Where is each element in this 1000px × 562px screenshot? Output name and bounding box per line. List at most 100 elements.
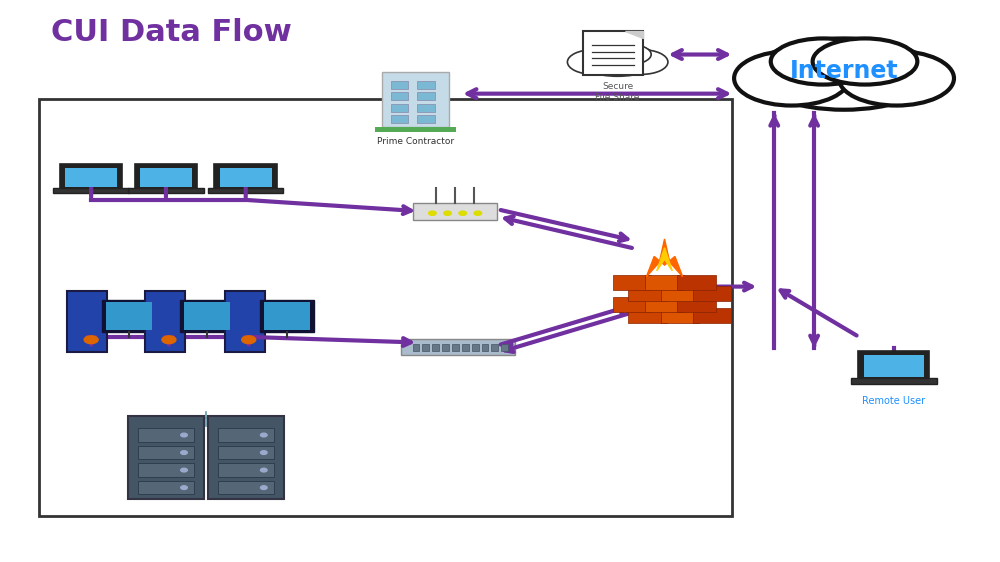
- Circle shape: [242, 336, 256, 343]
- Circle shape: [474, 211, 482, 215]
- FancyBboxPatch shape: [462, 345, 469, 351]
- FancyBboxPatch shape: [214, 164, 277, 190]
- FancyBboxPatch shape: [391, 81, 408, 89]
- FancyBboxPatch shape: [218, 428, 274, 442]
- FancyBboxPatch shape: [102, 300, 156, 333]
- FancyBboxPatch shape: [128, 416, 204, 499]
- Circle shape: [162, 336, 176, 343]
- Ellipse shape: [755, 38, 933, 110]
- Polygon shape: [657, 248, 672, 271]
- FancyBboxPatch shape: [413, 202, 497, 220]
- Circle shape: [444, 211, 451, 215]
- Circle shape: [429, 211, 436, 215]
- Ellipse shape: [584, 44, 632, 65]
- Text: Secure
File Share: Secure File Share: [595, 83, 640, 102]
- FancyBboxPatch shape: [208, 188, 283, 193]
- FancyBboxPatch shape: [138, 446, 194, 459]
- FancyBboxPatch shape: [135, 164, 197, 190]
- FancyBboxPatch shape: [677, 297, 716, 312]
- Ellipse shape: [771, 38, 875, 84]
- FancyBboxPatch shape: [375, 126, 456, 132]
- FancyBboxPatch shape: [864, 355, 924, 377]
- Text: Remote User: Remote User: [862, 396, 925, 406]
- FancyBboxPatch shape: [138, 481, 194, 495]
- FancyBboxPatch shape: [401, 339, 515, 355]
- FancyBboxPatch shape: [218, 463, 274, 477]
- FancyBboxPatch shape: [858, 351, 929, 380]
- Ellipse shape: [813, 38, 917, 84]
- Circle shape: [181, 433, 187, 437]
- Ellipse shape: [734, 51, 849, 106]
- FancyBboxPatch shape: [661, 309, 699, 323]
- FancyBboxPatch shape: [442, 345, 449, 351]
- FancyBboxPatch shape: [140, 168, 192, 187]
- FancyBboxPatch shape: [661, 286, 699, 301]
- FancyBboxPatch shape: [180, 300, 234, 333]
- FancyBboxPatch shape: [138, 428, 194, 442]
- FancyBboxPatch shape: [145, 291, 185, 352]
- FancyBboxPatch shape: [184, 302, 230, 330]
- FancyBboxPatch shape: [53, 188, 129, 193]
- FancyBboxPatch shape: [138, 463, 194, 477]
- FancyBboxPatch shape: [645, 275, 684, 290]
- FancyBboxPatch shape: [382, 72, 449, 127]
- FancyBboxPatch shape: [220, 168, 272, 187]
- FancyBboxPatch shape: [432, 345, 439, 351]
- FancyBboxPatch shape: [851, 378, 937, 384]
- FancyBboxPatch shape: [225, 291, 265, 352]
- FancyBboxPatch shape: [106, 302, 152, 330]
- FancyBboxPatch shape: [417, 92, 435, 100]
- FancyBboxPatch shape: [482, 345, 488, 351]
- FancyBboxPatch shape: [491, 345, 498, 351]
- Circle shape: [181, 451, 187, 455]
- FancyBboxPatch shape: [67, 291, 107, 352]
- FancyBboxPatch shape: [417, 104, 435, 112]
- Circle shape: [261, 451, 267, 455]
- FancyBboxPatch shape: [60, 164, 122, 190]
- FancyBboxPatch shape: [413, 345, 419, 351]
- FancyBboxPatch shape: [264, 302, 310, 330]
- FancyBboxPatch shape: [628, 286, 667, 301]
- Text: CUI Data Flow: CUI Data Flow: [51, 18, 292, 47]
- Circle shape: [261, 433, 267, 437]
- FancyBboxPatch shape: [218, 446, 274, 459]
- FancyBboxPatch shape: [583, 31, 643, 75]
- Polygon shape: [625, 31, 643, 38]
- FancyBboxPatch shape: [472, 345, 479, 351]
- FancyBboxPatch shape: [391, 92, 408, 100]
- FancyBboxPatch shape: [693, 309, 731, 323]
- Ellipse shape: [567, 49, 620, 74]
- Text: Prime Contractor: Prime Contractor: [377, 137, 454, 146]
- FancyBboxPatch shape: [677, 275, 716, 290]
- Circle shape: [84, 336, 98, 343]
- Circle shape: [181, 468, 187, 472]
- Circle shape: [261, 468, 267, 472]
- FancyBboxPatch shape: [65, 168, 117, 187]
- FancyBboxPatch shape: [501, 345, 508, 351]
- Ellipse shape: [577, 44, 658, 76]
- FancyBboxPatch shape: [391, 115, 408, 124]
- Circle shape: [459, 211, 466, 215]
- Ellipse shape: [839, 51, 954, 106]
- FancyBboxPatch shape: [391, 104, 408, 112]
- FancyBboxPatch shape: [422, 345, 429, 351]
- Circle shape: [261, 486, 267, 490]
- FancyBboxPatch shape: [628, 309, 667, 323]
- FancyBboxPatch shape: [208, 416, 284, 499]
- FancyBboxPatch shape: [260, 300, 314, 333]
- FancyBboxPatch shape: [39, 99, 732, 516]
- FancyBboxPatch shape: [417, 81, 435, 89]
- FancyBboxPatch shape: [645, 297, 684, 312]
- FancyBboxPatch shape: [613, 275, 651, 290]
- Ellipse shape: [603, 44, 651, 65]
- FancyBboxPatch shape: [417, 115, 435, 124]
- Text: Internet: Internet: [790, 60, 898, 83]
- Circle shape: [181, 486, 187, 490]
- FancyBboxPatch shape: [452, 345, 459, 351]
- FancyBboxPatch shape: [693, 286, 731, 301]
- FancyBboxPatch shape: [613, 297, 651, 312]
- Ellipse shape: [615, 49, 668, 74]
- Polygon shape: [646, 239, 683, 277]
- FancyBboxPatch shape: [128, 188, 204, 193]
- FancyBboxPatch shape: [218, 481, 274, 495]
